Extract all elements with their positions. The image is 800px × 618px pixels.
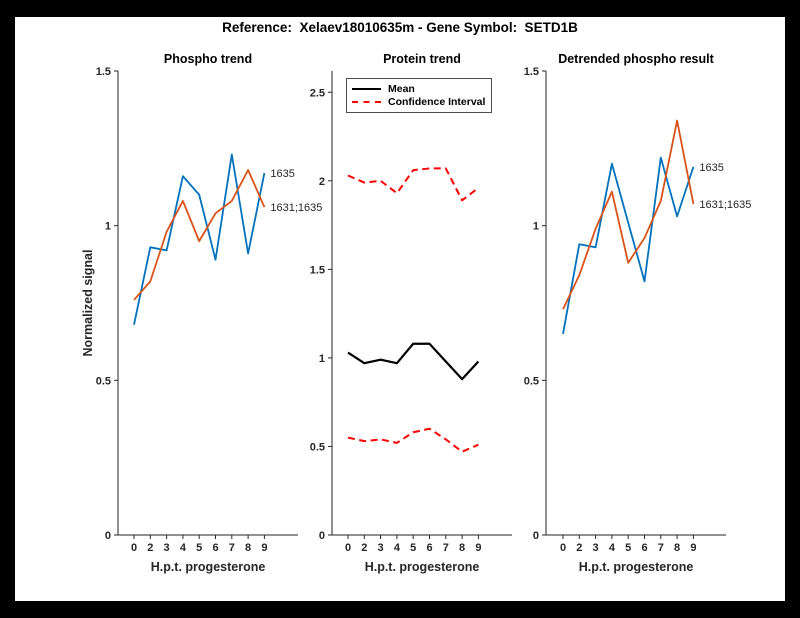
legend-label-mean: Mean (388, 82, 415, 95)
x-tick-label: 3 (164, 542, 170, 554)
confidence-interval-line-sample-icon (352, 101, 381, 104)
y-tick-label: 0 (105, 530, 111, 542)
x-tick-label: 8 (245, 542, 251, 554)
line-end-label: 1635 (270, 168, 294, 180)
y-tick-label: 1 (105, 221, 111, 233)
series-line-confidence-interval-lower (347, 427, 479, 453)
x-tick-label: 5 (625, 542, 631, 554)
x-tick-label: 7 (658, 542, 664, 554)
x-tick-label: 9 (690, 542, 696, 554)
x-tick-label: 0 (560, 542, 566, 554)
series-line-1635 (133, 153, 266, 325)
y-tick-label: 0 (533, 530, 539, 542)
x-tick-label: 4 (180, 542, 187, 554)
x-tick-label: 6 (212, 542, 218, 554)
detrended-phospho-title: Detrended phospho result (558, 52, 714, 66)
series-line-mean (347, 342, 480, 381)
protein-trend-title: Protein trend (383, 52, 461, 66)
series-line-1631-1635 (562, 119, 695, 310)
y-tick-label: 1.5 (96, 66, 111, 78)
legend-label-confidence-interval: Confidence Interval (388, 96, 486, 109)
x-tick-label: 3 (378, 542, 384, 554)
x-axis-label-right: H.p.t. progesterone (578, 560, 694, 574)
y-tick-label: 2 (319, 176, 325, 188)
protein-trend-plot: 00.511.522.50 2 3 4 5 6 7 8 9 (310, 71, 512, 554)
y-tick-label: 1 (319, 353, 325, 365)
x-tick-label: 9 (475, 542, 481, 554)
x-tick-label: 7 (229, 542, 235, 554)
x-tick-label: 0 (345, 542, 351, 554)
x-tick-label: 6 (426, 542, 432, 554)
y-tick-label: 2.5 (310, 87, 325, 99)
x-tick-label: 2 (147, 542, 153, 554)
y-tick-label: 0.5 (96, 375, 111, 387)
y-tick-label: 0 (319, 530, 325, 542)
y-tick-label: 1.5 (524, 66, 539, 78)
line-end-label: 1631;1635 (270, 202, 322, 214)
y-tick-label: 1 (533, 221, 539, 233)
y-tick-label: 0.5 (310, 441, 325, 453)
phospho-trend-title: Phospho trend (163, 52, 253, 66)
x-tick-label: 4 (394, 542, 401, 554)
x-tick-label: 7 (443, 542, 449, 554)
x-axis-label-left: H.p.t. progesterone (150, 560, 266, 574)
x-tick-label: 2 (361, 542, 367, 554)
x-tick-label: 8 (674, 542, 680, 554)
x-tick-label: 2 (576, 542, 582, 554)
x-axis-label-middle: H.p.t. progesterone (364, 560, 480, 574)
x-tick-label: 5 (410, 542, 416, 554)
legend: Mean Confidence Interval (346, 78, 492, 113)
figure-background (15, 17, 785, 601)
y-tick-label: 1.5 (310, 264, 325, 276)
legend-item-mean: Mean (352, 83, 486, 95)
legend-item-confidence-interval: Confidence Interval (352, 96, 486, 108)
figure-title: Reference: Xelaev18010635m - Gene Symbol… (222, 20, 578, 35)
series-line-1631-1635 (133, 169, 266, 301)
line-end-label: 1635 (699, 162, 723, 174)
x-tick-label: 4 (609, 542, 616, 554)
x-tick-label: 6 (641, 542, 647, 554)
x-tick-label: 3 (593, 542, 599, 554)
x-tick-label: 8 (459, 542, 465, 554)
line-end-label: 1631;1635 (699, 199, 751, 211)
series-line-1635 (562, 156, 695, 335)
x-tick-label: 0 (131, 542, 137, 554)
y-tick-label: 0.5 (524, 375, 539, 387)
mean-line-sample-icon (352, 87, 381, 90)
series-line-confidence-interval-upper (347, 167, 480, 202)
x-tick-label: 9 (261, 542, 267, 554)
x-tick-label: 5 (196, 542, 202, 554)
